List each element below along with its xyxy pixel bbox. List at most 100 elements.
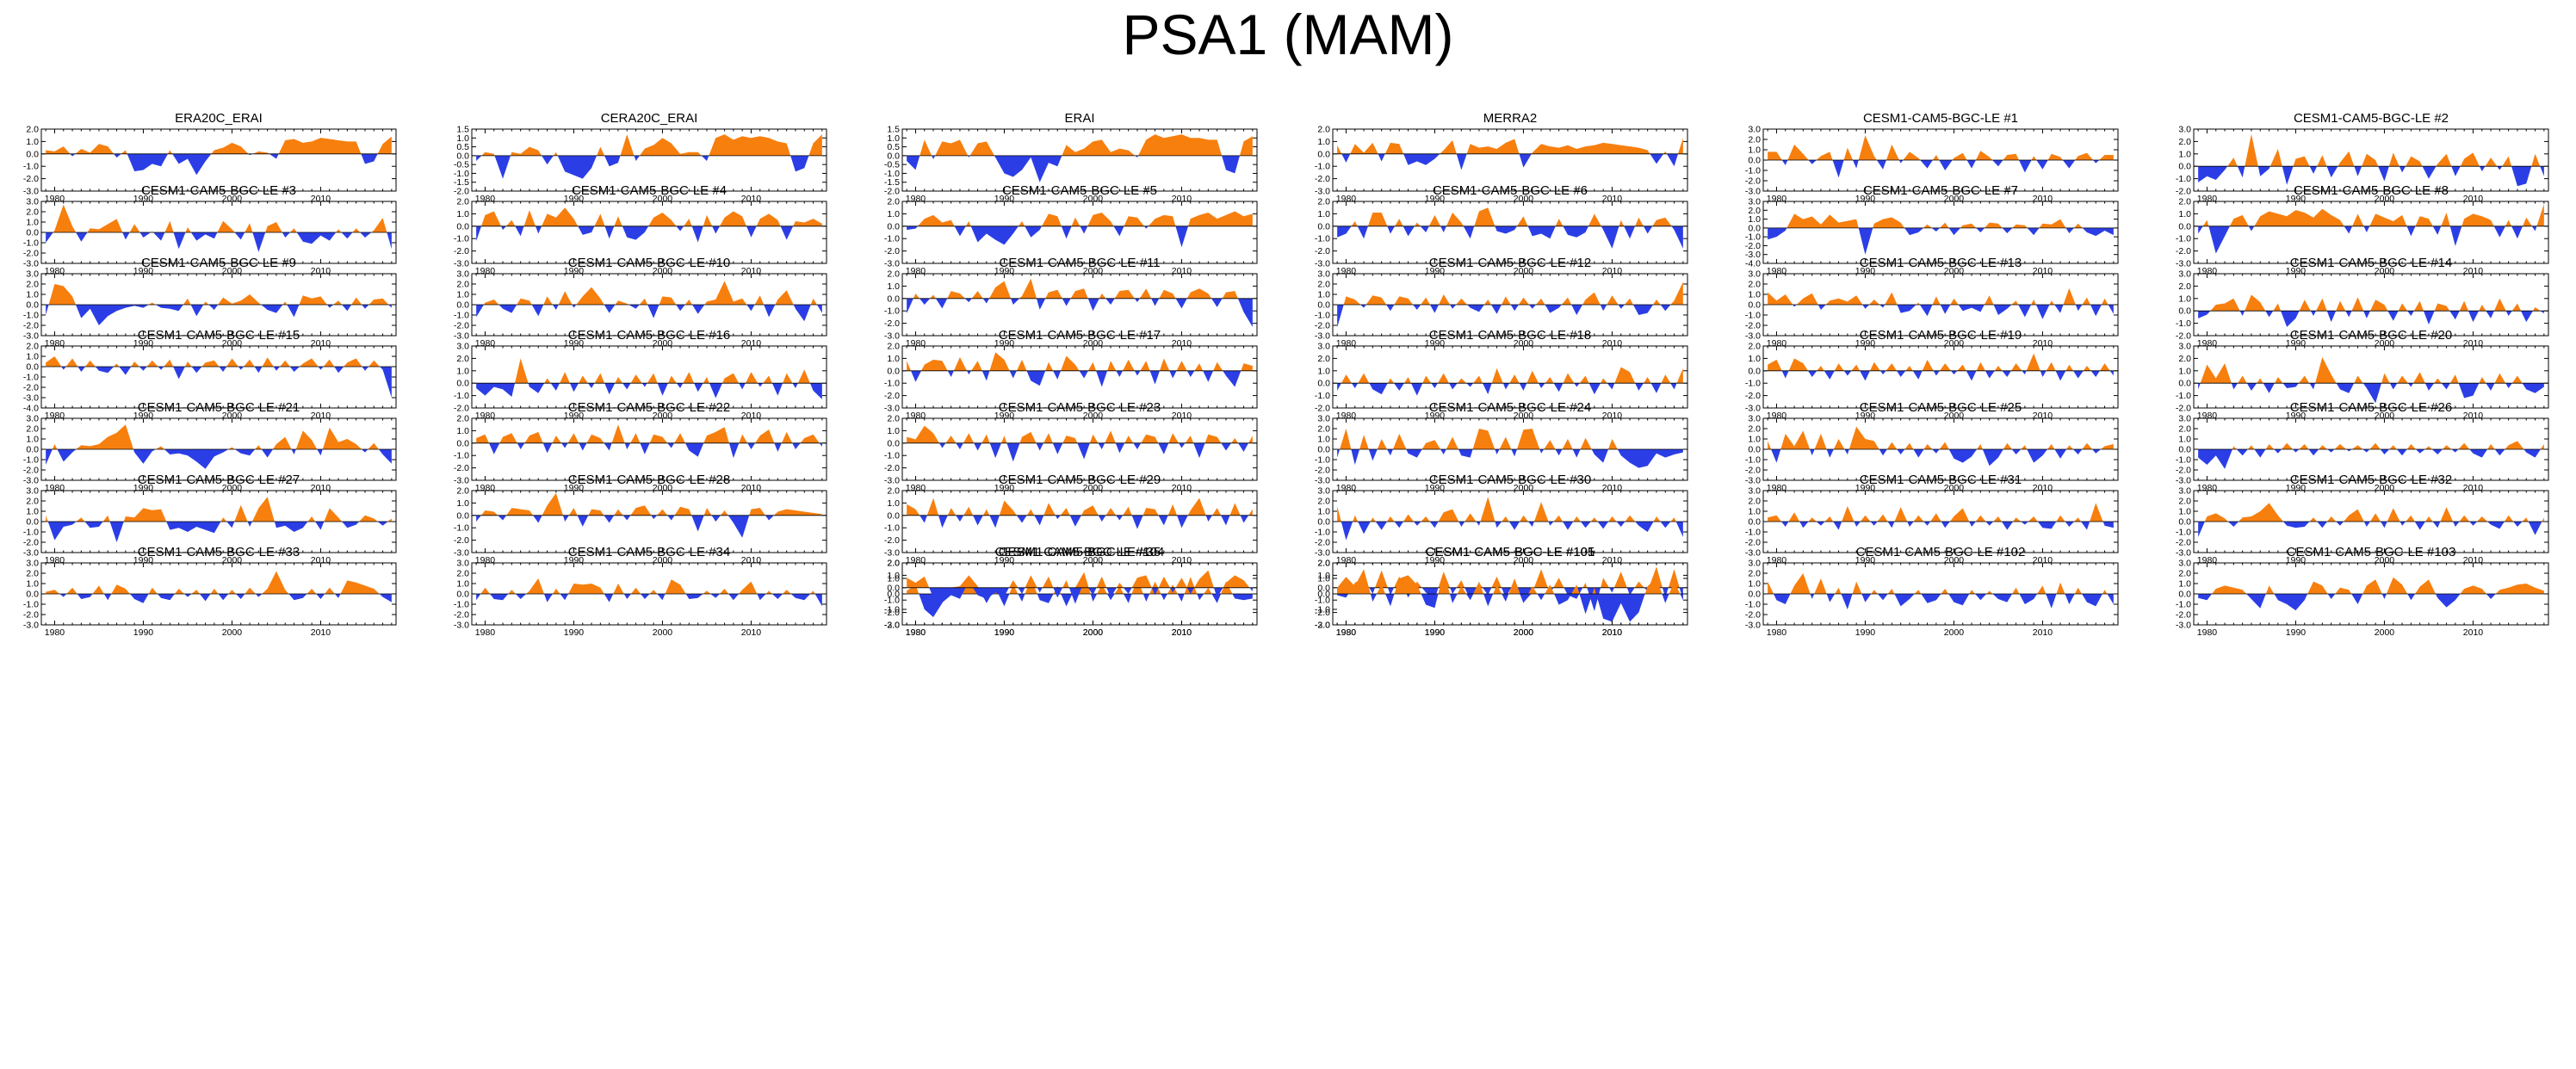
y-tick-label: 0.0 (1317, 590, 1330, 600)
y-tick-label: -3.0 (1315, 476, 1330, 486)
y-tick-label: 1.0 (1317, 290, 1330, 300)
x-tick-label: 2010 (311, 627, 331, 638)
y-tick-label: -3.0 (454, 548, 469, 559)
y-tick-label: 0.0 (1317, 221, 1330, 232)
negative-area (1337, 226, 1683, 249)
positive-area (907, 425, 1253, 443)
positive-area (907, 352, 1253, 371)
plot-frame (1762, 345, 2119, 409)
y-tick-label: -3.0 (23, 476, 39, 486)
y-tick-label: -1.0 (1745, 600, 1761, 610)
negative-area (919, 594, 1253, 617)
panel-title: CESM1-CAM5-BGC-LE #1 (1863, 111, 2018, 126)
positive-area (1351, 207, 1672, 226)
y-tick-label: 2.0 (26, 125, 39, 135)
positive-area (1786, 213, 2083, 228)
positive-area (1343, 281, 1683, 305)
y-tick-label: -4.0 (1745, 259, 1761, 269)
plot-frame (2193, 128, 2549, 192)
y-tick-label: 0.0 (887, 294, 900, 304)
y-tick-label: -2.0 (884, 621, 900, 631)
negative-area (476, 515, 774, 538)
y-tick-label: -2.0 (23, 321, 39, 331)
y-tick-label: 0.0 (2178, 590, 2191, 600)
y-tick-label: -1.0 (884, 596, 900, 606)
y-tick-label: -2.0 (454, 463, 469, 473)
plot-frame (471, 345, 827, 409)
x-tick-label: 2010 (741, 627, 762, 638)
y-tick-label: -3.0 (1315, 548, 1330, 559)
y-tick-label: -1.0 (884, 379, 900, 389)
positive-area (1340, 429, 1618, 449)
y-tick-label: 3.0 (1748, 269, 1761, 280)
x-tick-label: 1990 (564, 627, 585, 638)
y-tick-label: -1.0 (454, 311, 469, 321)
y-tick-label: -3.0 (1315, 331, 1330, 342)
y-tick-label: -3.0 (23, 259, 39, 269)
panel-title: CESM1-CAM5-BGC-LE #7 (1863, 183, 2018, 198)
x-tick-label: 1980 (906, 627, 926, 638)
positive-area (46, 356, 381, 367)
panel-9: CESM1-CAM5-BGC-LE #5 2.0 1.0 0.0 -1.0 -2.0 -3.… (884, 183, 1258, 276)
positive-area (2210, 294, 2541, 312)
negative-area (476, 383, 822, 399)
positive-area (46, 136, 392, 154)
panel-27: CESM1-CAM5-BGC-LE #23 2.0 1.0 0.0 -1.0 -2.0 -3… (884, 400, 1258, 493)
x-tick-label: 2000 (1514, 627, 1534, 638)
positive-area (913, 278, 1238, 299)
y-tick-label: 3.0 (456, 559, 469, 569)
y-tick-label: 2.0 (887, 269, 900, 280)
panel-17: CESM1-CAM5-BGC-LE #133.02.01.00.0-1.0-2.… (1745, 256, 2119, 349)
panel-29: CESM1-CAM5-BGC-LE #25 3.02.01.00.0-1.0-2.… (1745, 400, 2119, 493)
negative-area (2198, 311, 2544, 327)
panel-5: CESM1-CAM5-BGC-LE #13.02.01.00.0-1.0-2.0… (1745, 111, 2119, 204)
y-tick-label: 0.0 (456, 510, 469, 521)
negative-area (920, 515, 1249, 529)
y-tick-label: -3.0 (884, 259, 900, 269)
x-tick-label: 1980 (45, 627, 65, 638)
positive-area (1337, 569, 1681, 594)
y-tick-label: 1.0 (1748, 214, 1761, 225)
negative-area (1337, 383, 1677, 396)
positive-area (476, 424, 820, 443)
y-tick-label: -1.0 (23, 311, 39, 321)
y-tick-label: 3.0 (26, 486, 39, 497)
panel-title: CESM1-CAM5-BGC-LE #32 (2290, 473, 2452, 487)
negative-area (907, 226, 1189, 248)
y-tick-label: 2.0 (887, 414, 900, 424)
y-tick-label: 2.0 (1317, 197, 1330, 207)
y-tick-label: 1.0 (887, 571, 900, 581)
y-tick-label: -3.0 (2176, 476, 2191, 486)
y-tick-label: 1.5 (887, 125, 900, 135)
y-tick-label: -3.0 (2176, 259, 2191, 269)
plot-frame (901, 417, 1258, 481)
y-tick-label: -2.0 (884, 463, 900, 473)
y-tick-label: -2.0 (1315, 608, 1330, 618)
y-tick-label: 3.0 (1748, 486, 1761, 497)
panel-title: CESM1-CAM5-BGC-LE #28 (568, 473, 730, 487)
positive-area (483, 281, 817, 305)
x-tick-label: 1980 (1336, 627, 1357, 638)
y-tick-label: -3.0 (1745, 250, 1761, 260)
y-tick-label: -2.0 (2176, 404, 2191, 414)
panel-title: CESM1-CAM5-BGC-LE #25 (1860, 400, 2022, 415)
y-tick-label: -3.0 (1745, 621, 1761, 631)
y-tick-label: -2.0 (1315, 174, 1330, 184)
y-tick-label: -1.0 (23, 600, 39, 610)
x-tick-label: 2000 (1083, 627, 1104, 638)
y-tick-label: -1.0 (23, 373, 39, 383)
y-tick-label: -2.0 (884, 187, 900, 197)
panel-11: CESM1-CAM5-BGC-LE #7 3.02.01.00.0-1.0-2.0… (1745, 183, 2119, 276)
panel-title: CESM1-CAM5-BGC-LE #27 (138, 473, 300, 487)
negative-area (1781, 522, 2114, 530)
negative-area (2198, 383, 2544, 404)
plot-frame (901, 345, 1258, 409)
y-tick-label: 3.0 (456, 342, 469, 352)
y-tick-label: 0.0 (1317, 517, 1330, 528)
y-tick-label: 2.0 (2178, 137, 2191, 147)
y-tick-label: 1.0 (887, 209, 900, 219)
positive-area (2212, 577, 2544, 594)
y-tick-label: 0.0 (2178, 162, 2191, 172)
y-tick-label: -2.0 (2176, 187, 2191, 197)
